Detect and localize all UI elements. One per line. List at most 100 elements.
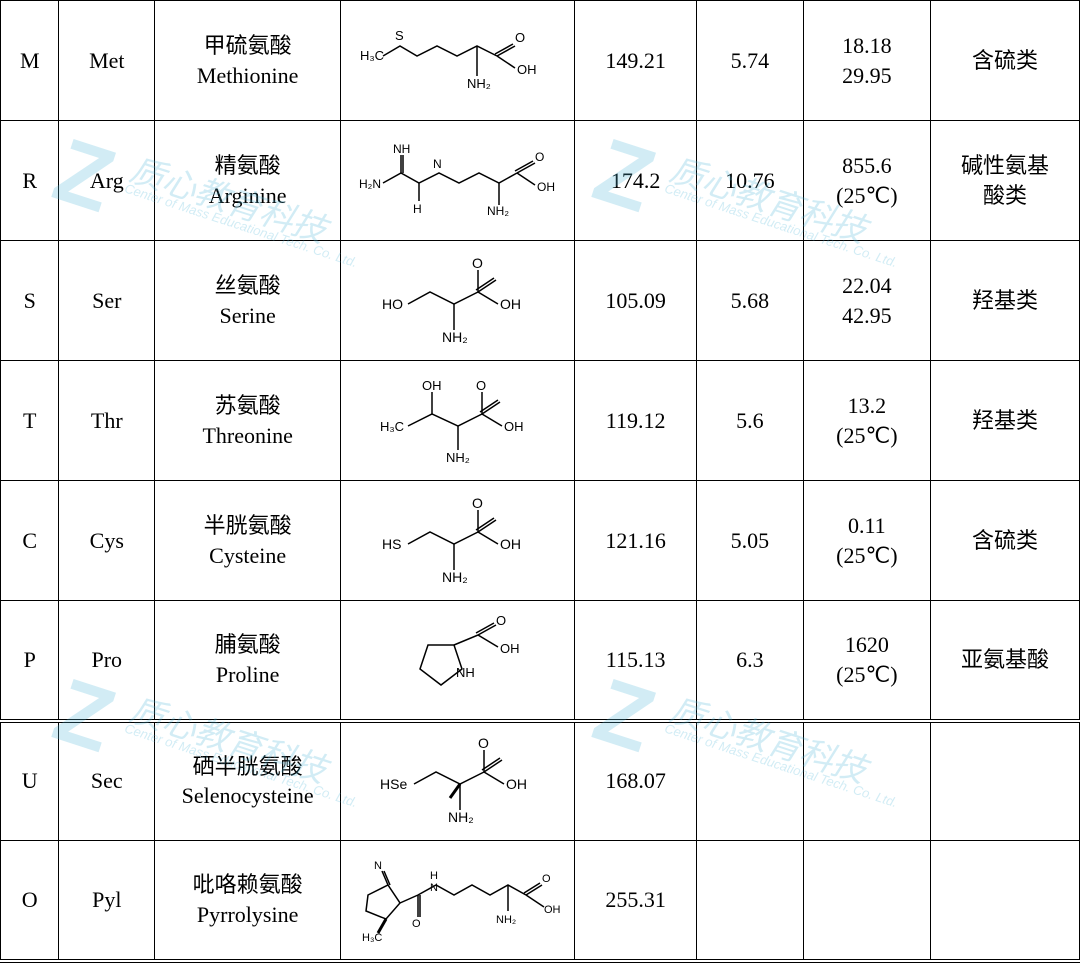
cell-solubility: 0.11 (25℃): [803, 481, 931, 601]
cell-code: P: [1, 601, 59, 721]
name-cn: 硒半胱氨酸: [193, 754, 303, 779]
name-cn: 甲硫氨酸: [204, 33, 292, 58]
cell-solubility: 18.18 29.95: [803, 1, 931, 121]
svg-text:NH₂: NH₂: [446, 450, 470, 465]
cell-name: 精氨酸 Arginine: [155, 121, 341, 241]
cell-solubility: [803, 721, 931, 841]
svg-text:S: S: [395, 28, 404, 43]
cell-category: 含硫类: [931, 481, 1080, 601]
svg-text:N: N: [433, 157, 442, 171]
cell-pi: 5.6: [697, 361, 803, 481]
cell-category: 羟基类: [931, 361, 1080, 481]
svg-text:NH₂: NH₂: [487, 204, 509, 218]
cell-name: 硒半胱氨酸 Selenocysteine: [155, 721, 341, 841]
svg-text:O: O: [478, 736, 489, 751]
structure-icon: H₂N NH H N O OH NH₂: [353, 141, 563, 221]
name-cn: 半胱氨酸: [204, 513, 292, 538]
svg-text:H₃C: H₃C: [362, 932, 382, 944]
sol-l1: 13.2: [848, 393, 887, 418]
cell-solubility: 13.2 (25℃): [803, 361, 931, 481]
cell-category: [931, 721, 1080, 841]
cell-abbr: Pro: [59, 601, 155, 721]
cell-mw: 105.09: [575, 241, 697, 361]
cell-mw: 119.12: [575, 361, 697, 481]
cell-structure: HSe O OH NH₂: [341, 721, 575, 841]
sol-l2: (25℃): [836, 543, 897, 568]
svg-text:NH₂: NH₂: [467, 76, 491, 91]
structure-icon: N H₃C O H N O OH NH₂: [350, 855, 565, 945]
svg-text:O: O: [476, 378, 486, 393]
svg-text:NH: NH: [393, 142, 410, 156]
table-row: U Sec 硒半胱氨酸 Selenocysteine HSe O: [1, 721, 1080, 841]
sol-l2: (25℃): [836, 662, 897, 687]
cell-code: M: [1, 1, 59, 121]
name-en: Methionine: [197, 63, 298, 88]
structure-icon: HSe O OH NH₂: [368, 736, 548, 826]
table-row: P Pro 脯氨酸 Proline NH O OH 115.13: [1, 601, 1080, 721]
svg-text:O: O: [412, 918, 421, 930]
cell-mw: 174.2: [575, 121, 697, 241]
cell-pi: 5.68: [697, 241, 803, 361]
svg-text:OH: OH: [504, 419, 524, 434]
cell-abbr: Arg: [59, 121, 155, 241]
cell-pi: 5.05: [697, 481, 803, 601]
cell-abbr: Cys: [59, 481, 155, 601]
svg-text:NH: NH: [456, 665, 475, 680]
svg-text:OH: OH: [517, 62, 537, 77]
name-en: Proline: [216, 662, 280, 687]
name-en: Cysteine: [209, 543, 286, 568]
cell-pi: 6.3: [697, 601, 803, 721]
svg-text:H₃C: H₃C: [360, 48, 384, 63]
svg-text:N: N: [430, 882, 438, 894]
cell-category: [931, 841, 1080, 961]
svg-text:OH: OH: [422, 378, 442, 393]
table-row: T Thr 苏氨酸 Threonine H₃C OH O: [1, 361, 1080, 481]
name-cn: 精氨酸: [215, 153, 281, 178]
cat-l2: 酸类: [983, 183, 1027, 208]
svg-text:OH: OH: [500, 536, 521, 552]
table-row: M Met 甲硫氨酸 Methionine H₃C S O OH NH₂: [1, 1, 1080, 121]
svg-text:OH: OH: [506, 776, 527, 792]
svg-text:O: O: [515, 30, 525, 45]
cell-code: R: [1, 121, 59, 241]
svg-text:H: H: [413, 202, 422, 216]
cell-category: 含硫类: [931, 1, 1080, 121]
cell-abbr: Pyl: [59, 841, 155, 961]
cell-structure: N H₃C O H N O OH NH₂: [341, 841, 575, 961]
svg-text:OH: OH: [537, 180, 555, 194]
name-en: Pyrrolysine: [197, 902, 298, 927]
cell-solubility: 1620 (25℃): [803, 601, 931, 721]
structure-icon: HO O OH NH₂: [368, 256, 548, 346]
cell-abbr: Ser: [59, 241, 155, 361]
cell-mw: 149.21: [575, 1, 697, 121]
name-en: Selenocysteine: [182, 783, 314, 808]
cell-abbr: Thr: [59, 361, 155, 481]
svg-text:HS: HS: [382, 536, 401, 552]
sol-l2: 42.95: [842, 303, 892, 328]
cell-solubility: 22.04 42.95: [803, 241, 931, 361]
name-en: Threonine: [202, 423, 292, 448]
name-cn: 吡咯赖氨酸: [193, 872, 303, 897]
structure-icon: HS O OH NH₂: [368, 496, 548, 586]
cell-pi: [697, 841, 803, 961]
sol-l1: 855.6: [842, 153, 892, 178]
svg-text:O: O: [542, 873, 551, 885]
svg-text:O: O: [472, 256, 483, 271]
svg-text:HO: HO: [382, 296, 403, 312]
name-cn: 苏氨酸: [215, 393, 281, 418]
svg-text:O: O: [496, 615, 506, 628]
cell-mw: 115.13: [575, 601, 697, 721]
structure-icon: H₃C OH O OH NH₂: [368, 376, 548, 466]
cell-solubility: 855.6 (25℃): [803, 121, 931, 241]
svg-text:NH₂: NH₂: [442, 329, 468, 345]
cell-code: U: [1, 721, 59, 841]
cell-structure: H₃C OH O OH NH₂: [341, 361, 575, 481]
svg-text:OH: OH: [544, 904, 561, 916]
cell-pi: [697, 721, 803, 841]
svg-text:OH: OH: [500, 641, 520, 656]
cell-name: 吡咯赖氨酸 Pyrrolysine: [155, 841, 341, 961]
cell-pi: 10.76: [697, 121, 803, 241]
cell-solubility: [803, 841, 931, 961]
sol-l2: (25℃): [836, 183, 897, 208]
cell-structure: NH O OH: [341, 601, 575, 721]
